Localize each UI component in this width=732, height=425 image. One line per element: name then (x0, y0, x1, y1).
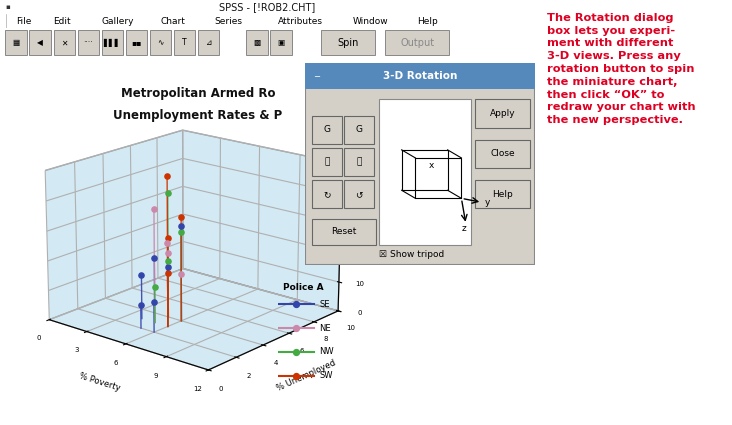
Text: Attributes: Attributes (278, 17, 324, 26)
Text: SE: SE (319, 300, 329, 309)
Text: Output: Output (400, 38, 434, 48)
Bar (29, 31, 51, 55)
Text: SPSS - [!ROB2.CHT]: SPSS - [!ROB2.CHT] (220, 2, 315, 12)
Bar (78, 31, 99, 55)
Text: Close: Close (490, 150, 515, 159)
Bar (270, 31, 291, 55)
Text: ⏻: ⏻ (324, 158, 329, 167)
Bar (126, 31, 147, 55)
Point (290, 301, 302, 308)
Text: Apply: Apply (490, 109, 515, 118)
Bar (174, 31, 195, 55)
Text: y: y (485, 198, 490, 207)
Text: SW: SW (319, 371, 332, 380)
Text: x: x (429, 161, 435, 170)
Text: ↻: ↻ (323, 190, 331, 199)
Bar (312, 148, 342, 176)
Text: ▩: ▩ (253, 38, 261, 47)
Text: Unemployment Rates & P: Unemployment Rates & P (113, 109, 283, 122)
Text: z: z (461, 224, 466, 232)
Bar (475, 99, 531, 128)
Text: ····: ···· (83, 38, 93, 47)
Text: NE: NE (319, 323, 331, 333)
Text: NW: NW (319, 347, 334, 357)
Point (290, 325, 302, 332)
Text: Gallery: Gallery (102, 17, 134, 26)
Text: ☒ Show tripod: ☒ Show tripod (378, 250, 444, 259)
Bar (475, 180, 531, 208)
Text: ▪: ▪ (5, 4, 10, 10)
Bar (312, 218, 376, 245)
Text: Chart: Chart (160, 17, 185, 26)
Text: ∿: ∿ (157, 38, 164, 47)
Text: Police A: Police A (283, 283, 324, 292)
Text: ⏻: ⏻ (356, 158, 362, 167)
Bar (53, 31, 75, 55)
Bar (385, 31, 449, 55)
Bar (102, 31, 123, 55)
Text: ─: ─ (314, 72, 319, 81)
Text: G: G (356, 125, 362, 134)
Bar (246, 31, 267, 55)
Text: Reset: Reset (332, 227, 356, 236)
Text: Series: Series (214, 17, 242, 26)
Bar (378, 99, 471, 245)
Text: ⊿: ⊿ (206, 38, 212, 47)
Bar (321, 31, 375, 55)
Text: Help: Help (493, 190, 513, 199)
Text: G: G (324, 125, 330, 134)
Text: ▌▌▌: ▌▌▌ (103, 38, 122, 47)
Text: 3-D Rotation: 3-D Rotation (383, 71, 458, 81)
Bar (344, 116, 374, 144)
Text: ▪▪: ▪▪ (131, 38, 141, 47)
Y-axis label: % Unemployed: % Unemployed (276, 358, 337, 393)
Text: ▦: ▦ (12, 38, 20, 47)
Text: Help: Help (417, 17, 438, 26)
Bar (150, 31, 171, 55)
Text: File: File (16, 17, 31, 26)
Bar (198, 31, 220, 55)
Bar (312, 116, 342, 144)
Text: ▣: ▣ (277, 38, 285, 47)
Text: Spin: Spin (337, 38, 359, 48)
Bar (344, 180, 374, 208)
Bar (344, 148, 374, 176)
Bar (305, 63, 535, 89)
Bar (475, 140, 531, 168)
Point (290, 348, 302, 355)
Text: ✕: ✕ (61, 38, 67, 47)
Bar (5, 31, 27, 55)
Text: The Rotation dialog
box lets you experi-
ment with different
3-D views. Press an: The Rotation dialog box lets you experi-… (547, 13, 695, 125)
Text: T: T (182, 38, 187, 47)
Text: ↺: ↺ (355, 190, 363, 199)
Text: Metropolitan Armed Ro: Metropolitan Armed Ro (121, 87, 275, 100)
Text: Window: Window (353, 17, 389, 26)
Text: ◀: ◀ (37, 38, 43, 47)
Text: Edit: Edit (53, 17, 71, 26)
X-axis label: % Poverty: % Poverty (78, 372, 122, 393)
Bar (312, 180, 342, 208)
Point (290, 372, 302, 379)
